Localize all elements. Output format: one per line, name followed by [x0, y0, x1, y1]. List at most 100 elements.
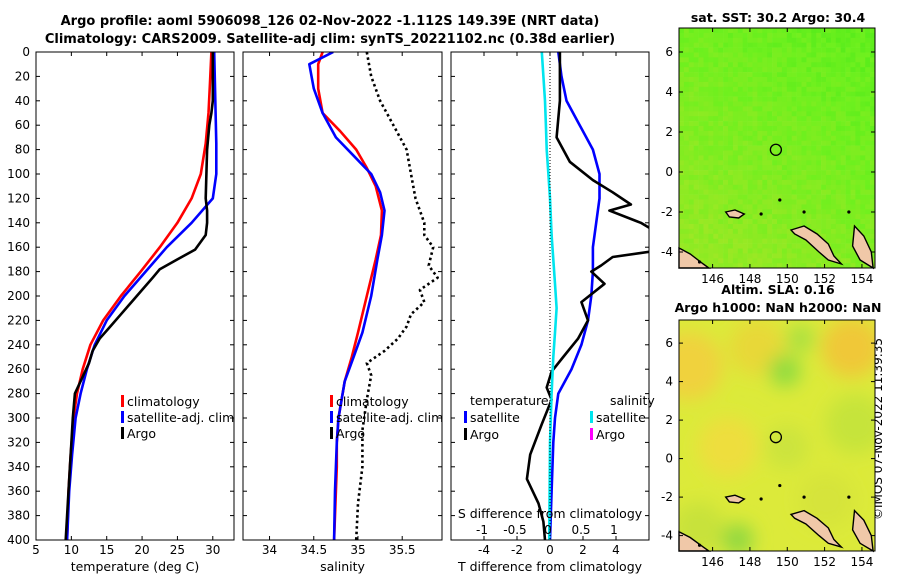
- sst-cell: [737, 194, 743, 200]
- sst-cell: [742, 37, 748, 43]
- sst-cell: [850, 160, 856, 166]
- sst-cell: [786, 228, 792, 235]
- sst-cell: [796, 253, 802, 259]
- sst-cell: [816, 224, 822, 230]
- sst-cell: [850, 135, 856, 141]
- sst-cell: [786, 145, 792, 151]
- depth-tick-label: 100: [7, 167, 30, 181]
- sst-cell: [732, 179, 739, 186]
- sst-cell: [688, 126, 694, 132]
- sst-lat-label: 2: [665, 125, 673, 139]
- sst-cell: [752, 140, 758, 146]
- sst-cell: [752, 219, 758, 225]
- sst-cell: [860, 130, 866, 137]
- sst-cell: [806, 72, 812, 78]
- depth-tick-label: 260: [7, 362, 30, 376]
- sst-cell: [723, 145, 729, 151]
- sst-islet: [697, 260, 702, 264]
- sst-cell: [806, 243, 812, 249]
- sst-cell: [737, 91, 743, 97]
- sst-cell: [728, 175, 734, 181]
- sst-cell: [723, 111, 729, 117]
- sst-cell: [772, 96, 778, 102]
- sst-cell: [777, 57, 783, 63]
- sst-cell: [747, 194, 753, 200]
- sst-cell: [786, 67, 792, 73]
- sst-cell: [777, 165, 783, 171]
- sst-cell: [835, 121, 841, 127]
- sst-cell: [796, 101, 802, 107]
- sst-cell: [772, 170, 778, 176]
- sst-cell: [747, 140, 753, 146]
- sst-cell: [845, 77, 851, 83]
- sst-cell: [855, 42, 861, 48]
- sst-cell: [698, 77, 704, 83]
- sst-cell: [757, 67, 763, 73]
- sst-cell: [850, 179, 856, 186]
- sst-cell: [840, 253, 846, 259]
- sla-land-1: [724, 494, 746, 504]
- sst-cell: [747, 135, 753, 141]
- sst-cell: [713, 77, 719, 83]
- sst-cell: [723, 184, 729, 190]
- sst-cell: [718, 67, 724, 73]
- sst-cell: [870, 37, 876, 43]
- sst-cell: [781, 219, 788, 225]
- sst-cell: [688, 248, 694, 254]
- sst-cell: [855, 160, 861, 166]
- sst-cell: [826, 32, 832, 39]
- sst-cell: [801, 101, 807, 107]
- sst-cell: [708, 81, 714, 88]
- sst-cell: [713, 233, 719, 239]
- sst-cell: [840, 42, 846, 48]
- sst-cell: [850, 121, 856, 127]
- sst-cell: [811, 32, 817, 39]
- sst-cell: [679, 28, 685, 34]
- sst-cell: [747, 155, 753, 161]
- sst-cell: [850, 62, 856, 68]
- sst-cell: [747, 219, 753, 225]
- sst-cell: [840, 224, 846, 230]
- sst-cell: [713, 81, 719, 88]
- sst-cell: [688, 214, 694, 220]
- sst-cell: [732, 37, 739, 43]
- sst-cell: [801, 194, 807, 200]
- sst-cell: [850, 155, 856, 161]
- sst-cell: [840, 155, 846, 161]
- sst-cell: [781, 111, 788, 117]
- sst-cell: [693, 140, 699, 146]
- sst-cell: [816, 91, 822, 97]
- sst-cell: [811, 57, 817, 63]
- sst-cell: [865, 77, 871, 83]
- sst-cell: [850, 224, 856, 230]
- sst-cell: [850, 150, 856, 156]
- sst-cell: [845, 238, 851, 244]
- sst-cell: [679, 204, 685, 210]
- sst-cell: [826, 111, 832, 117]
- sst-cell: [796, 179, 802, 186]
- sst-cell: [683, 243, 690, 249]
- sst-cell: [718, 160, 724, 166]
- sst-cell: [811, 96, 817, 102]
- difference-s-tick-label: -0.5: [503, 523, 526, 537]
- sst-cell: [816, 140, 822, 146]
- sst-cell: [855, 126, 861, 132]
- sst-cell: [737, 62, 743, 68]
- sst-cell: [747, 121, 753, 127]
- sst-cell: [816, 106, 822, 112]
- sst-cell: [835, 47, 841, 53]
- sst-cell: [850, 204, 856, 210]
- temperature-xtick-label: 25: [170, 543, 185, 557]
- sst-cell: [723, 155, 729, 161]
- sst-cell: [811, 184, 817, 190]
- sst-cell: [845, 145, 851, 151]
- sst-cell: [777, 253, 783, 259]
- sst-cell: [679, 126, 685, 132]
- sst-cell: [816, 145, 822, 151]
- sst-cell: [747, 47, 753, 53]
- sst-cell: [703, 96, 709, 102]
- sst-cell: [850, 263, 856, 269]
- sst-cell: [688, 238, 694, 244]
- sst-cell: [830, 135, 837, 141]
- sst-cell: [679, 165, 685, 171]
